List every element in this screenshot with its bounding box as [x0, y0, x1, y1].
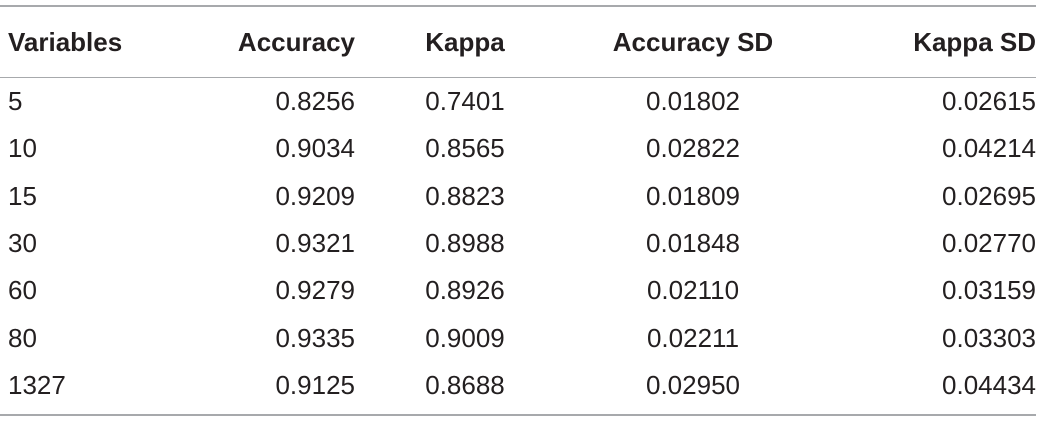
cell-accuracy-sd: 0.02110: [646, 275, 740, 306]
cell-accuracy: 0.9335: [275, 322, 355, 353]
cell-accuracy: 0.9034: [275, 133, 355, 164]
cell-kappa: 0.8688: [425, 369, 505, 400]
cell-kappa: 0.8926: [425, 275, 505, 306]
column-header-kappa: Kappa: [425, 26, 505, 57]
cell-kappa-sd: 0.04434: [942, 369, 1036, 400]
table-row: 30 0.9321 0.8988 0.01848 0.02770: [0, 220, 1036, 267]
cell-kappa: 0.9009: [425, 322, 505, 353]
cell-variables: 60: [8, 275, 37, 306]
cell-variables: 30: [8, 228, 37, 259]
cell-variables: 1327: [8, 369, 66, 400]
cell-accuracy-sd: 0.02950: [646, 369, 740, 400]
cell-kappa-sd: 0.02615: [942, 86, 1036, 117]
top-rule: [0, 5, 1036, 7]
cell-accuracy-sd: 0.02822: [646, 133, 740, 164]
data-table-body: 5 0.8256 0.7401 0.01802 0.02615 10 0.903…: [0, 78, 1036, 409]
cell-variables: 15: [8, 180, 37, 211]
table-row: 15 0.9209 0.8823 0.01809 0.02695: [0, 173, 1036, 220]
table-row: 5 0.8256 0.7401 0.01802 0.02615: [0, 78, 1036, 125]
cell-variables: 5: [8, 86, 23, 117]
bottom-rule: [0, 414, 1036, 417]
table-row: 1327 0.9125 0.8688 0.02950 0.04434: [0, 362, 1036, 409]
cell-kappa-sd: 0.02695: [942, 180, 1036, 211]
cell-accuracy-sd: 0.01848: [646, 228, 740, 259]
cell-variables: 10: [8, 133, 37, 164]
cell-accuracy: 0.9321: [275, 228, 355, 259]
column-header-variables: Variables: [8, 26, 123, 57]
cell-accuracy-sd: 0.01802: [646, 86, 740, 117]
cell-variables: 80: [8, 322, 37, 353]
table-row: 80 0.9335 0.9009 0.02211 0.03303: [0, 314, 1036, 361]
cell-accuracy: 0.8256: [275, 86, 355, 117]
cell-accuracy-sd: 0.01809: [646, 180, 740, 211]
cell-kappa-sd: 0.02770: [942, 228, 1036, 259]
cell-accuracy-sd: 0.02211: [646, 322, 740, 353]
results-table: Variables Accuracy Kappa Accuracy SD Kap…: [0, 5, 1036, 417]
cell-kappa-sd: 0.04214: [942, 133, 1036, 164]
column-header-accuracy-sd: Accuracy SD: [612, 26, 774, 57]
table-row: 10 0.9034 0.8565 0.02822 0.04214: [0, 125, 1036, 172]
cell-kappa: 0.7401: [425, 86, 505, 117]
cell-accuracy: 0.9125: [275, 369, 355, 400]
column-header-kappa-sd: Kappa SD: [913, 26, 1036, 57]
cell-kappa: 0.8988: [425, 228, 505, 259]
column-header-accuracy: Accuracy: [237, 26, 355, 57]
cell-kappa-sd: 0.03159: [942, 275, 1036, 306]
cell-accuracy: 0.9209: [275, 180, 355, 211]
cell-accuracy: 0.9279: [275, 275, 355, 306]
cell-kappa-sd: 0.03303: [942, 322, 1036, 353]
data-table: Variables Accuracy Kappa Accuracy SD Kap…: [0, 7, 1036, 77]
table-row: 60 0.9279 0.8926 0.02110 0.03159: [0, 267, 1036, 314]
header-row: Variables Accuracy Kappa Accuracy SD Kap…: [0, 7, 1036, 77]
cell-kappa: 0.8823: [425, 180, 505, 211]
header-rule: [0, 77, 1036, 78]
cell-kappa: 0.8565: [425, 133, 505, 164]
